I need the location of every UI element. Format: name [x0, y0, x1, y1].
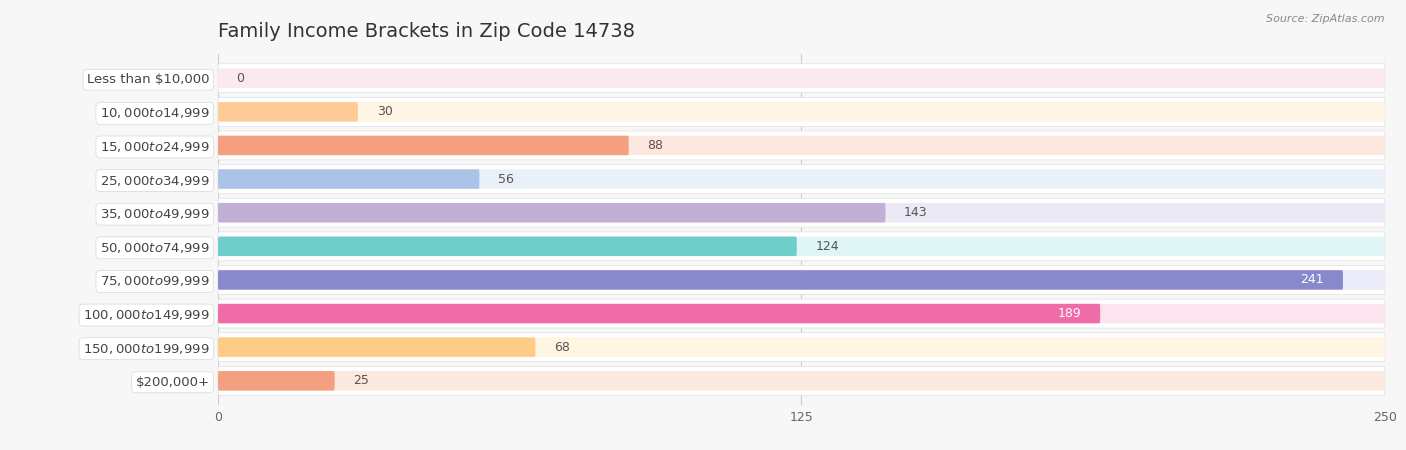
FancyBboxPatch shape	[218, 333, 1385, 362]
Text: 25: 25	[353, 374, 370, 387]
FancyBboxPatch shape	[218, 371, 335, 391]
FancyBboxPatch shape	[218, 304, 1099, 323]
FancyBboxPatch shape	[218, 165, 1385, 194]
FancyBboxPatch shape	[218, 102, 359, 122]
FancyBboxPatch shape	[218, 338, 536, 357]
FancyBboxPatch shape	[218, 304, 1385, 323]
Text: 56: 56	[498, 172, 513, 185]
FancyBboxPatch shape	[218, 299, 1385, 328]
Text: 124: 124	[815, 240, 839, 253]
FancyBboxPatch shape	[218, 68, 1385, 88]
FancyBboxPatch shape	[218, 198, 1385, 227]
Text: 68: 68	[554, 341, 569, 354]
FancyBboxPatch shape	[218, 97, 1385, 126]
Text: 0: 0	[236, 72, 245, 85]
FancyBboxPatch shape	[218, 64, 1385, 93]
Text: Family Income Brackets in Zip Code 14738: Family Income Brackets in Zip Code 14738	[218, 22, 636, 41]
FancyBboxPatch shape	[218, 237, 797, 256]
Text: 241: 241	[1301, 274, 1324, 287]
FancyBboxPatch shape	[218, 232, 1385, 261]
Text: 143: 143	[904, 206, 928, 219]
FancyBboxPatch shape	[218, 131, 1385, 160]
Text: 30: 30	[377, 105, 392, 118]
FancyBboxPatch shape	[218, 203, 886, 222]
FancyBboxPatch shape	[218, 266, 1385, 294]
FancyBboxPatch shape	[218, 136, 1385, 155]
FancyBboxPatch shape	[218, 237, 1385, 256]
FancyBboxPatch shape	[218, 371, 1385, 391]
Text: 88: 88	[647, 139, 664, 152]
FancyBboxPatch shape	[218, 136, 628, 155]
Text: 189: 189	[1057, 307, 1081, 320]
FancyBboxPatch shape	[218, 270, 1343, 290]
FancyBboxPatch shape	[218, 203, 1385, 222]
FancyBboxPatch shape	[218, 102, 1385, 122]
FancyBboxPatch shape	[218, 169, 479, 189]
FancyBboxPatch shape	[218, 338, 1385, 357]
Text: Source: ZipAtlas.com: Source: ZipAtlas.com	[1267, 14, 1385, 23]
FancyBboxPatch shape	[218, 270, 1385, 290]
FancyBboxPatch shape	[218, 169, 1385, 189]
FancyBboxPatch shape	[218, 366, 1385, 395]
